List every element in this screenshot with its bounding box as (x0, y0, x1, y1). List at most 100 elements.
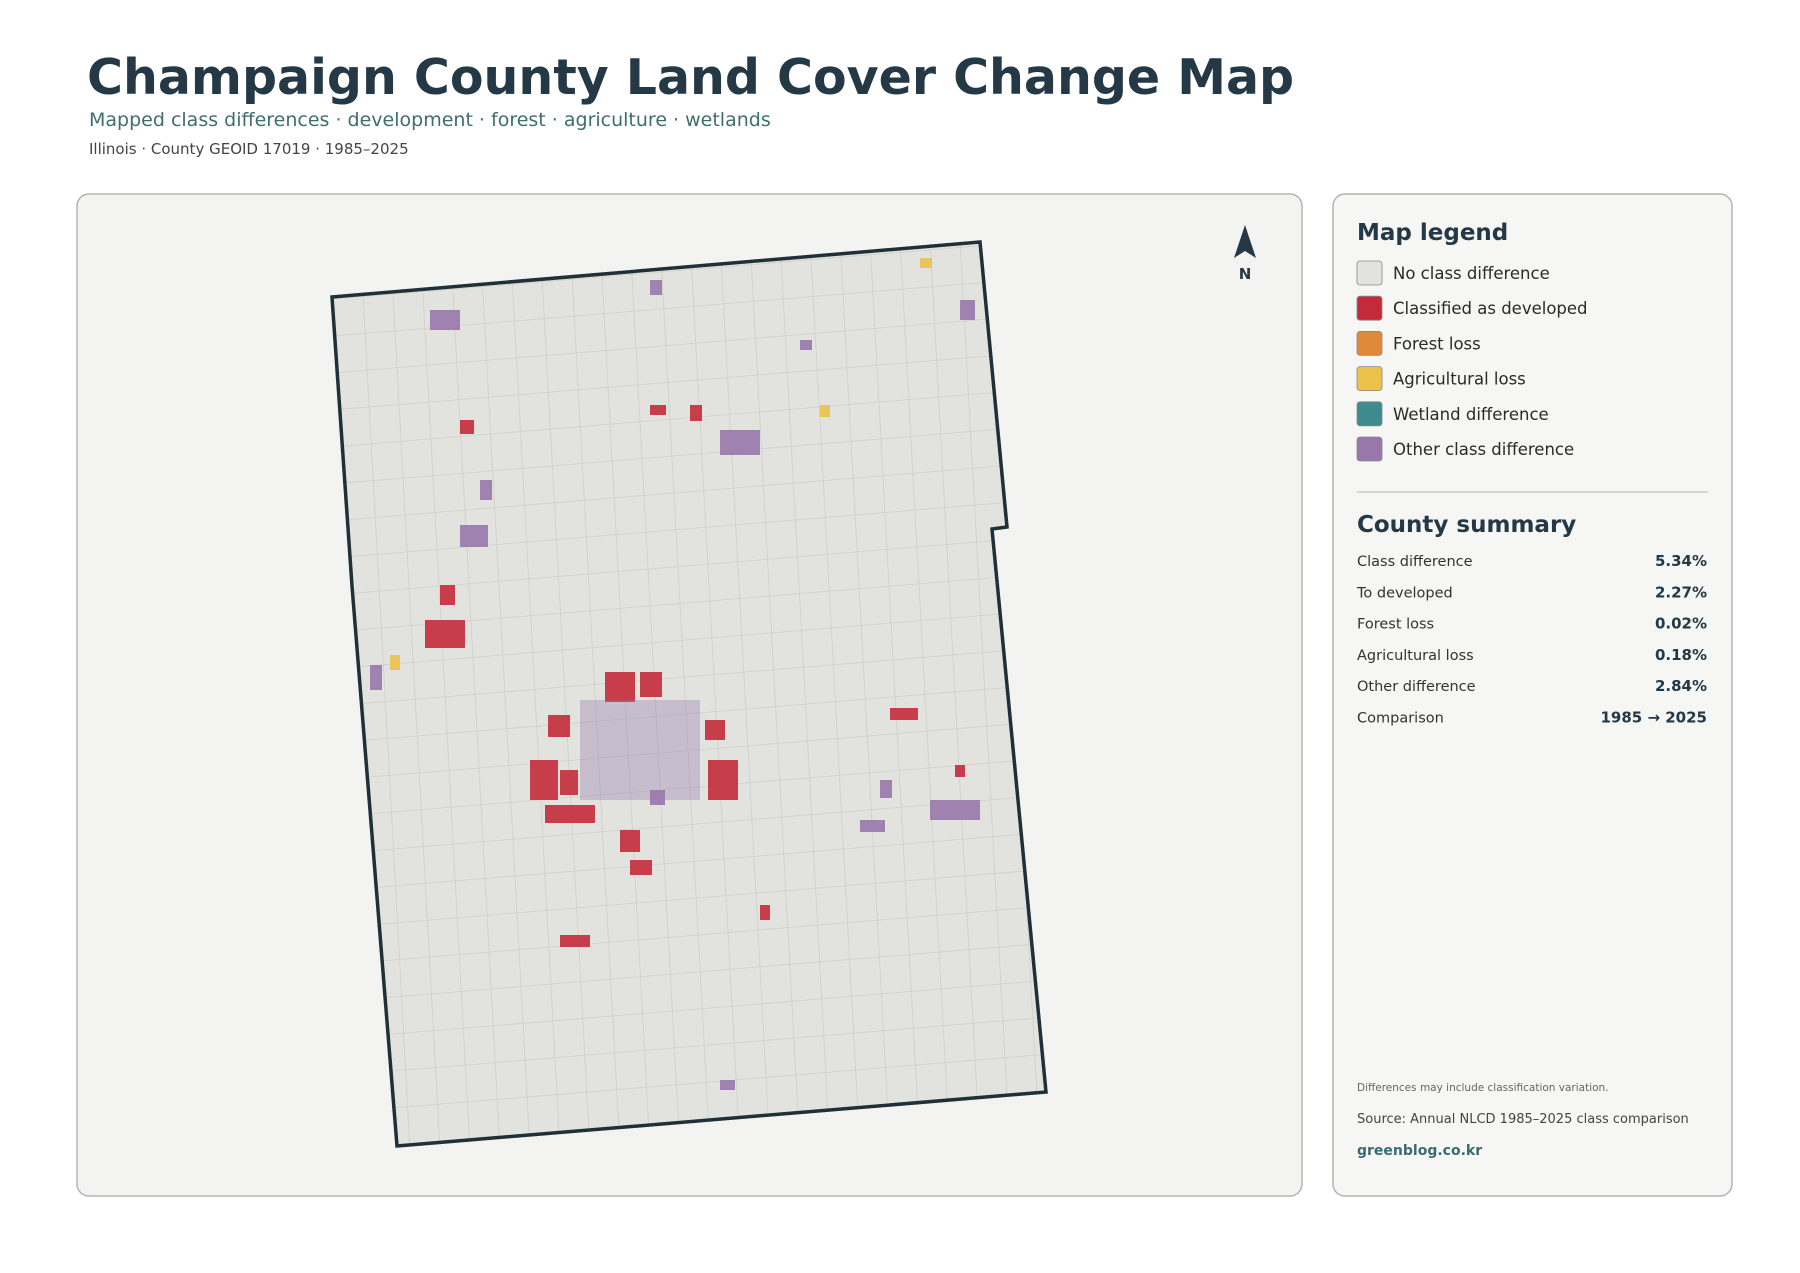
credit: greenblog.co.kr (1357, 1143, 1482, 1159)
summary: Class difference 5.34% To developed 2.27% Fo… (1356, 552, 1707, 727)
change-patch (480, 480, 492, 500)
change-patch (605, 672, 635, 702)
county-boundary (330, 240, 1048, 1148)
section-road (659, 242, 711, 1146)
change-patch (705, 720, 725, 740)
change-patch (955, 765, 965, 777)
change-patch (560, 770, 578, 795)
summary-value: 1985 → 2025 (1600, 709, 1707, 727)
change-patch (650, 790, 665, 805)
legend-swatch (1356, 401, 1383, 427)
change-patch (620, 830, 640, 852)
section-road (839, 242, 891, 1146)
change-patch (720, 1080, 735, 1090)
section-road (809, 242, 861, 1146)
meta: Illinois · County GEOID 17019 · 1985–202… (89, 140, 409, 158)
summary-label: Agricultural loss (1357, 648, 1474, 664)
summary-value: 5.34% (1655, 552, 1707, 570)
section-road (332, 242, 1046, 301)
section-road (332, 313, 1046, 375)
legend-swatch (1356, 330, 1383, 356)
change-patch (630, 860, 652, 875)
change-patch (548, 715, 570, 737)
legend-title: Map legend (1357, 220, 1508, 246)
change-patch (460, 525, 488, 547)
section-road (779, 242, 831, 1146)
section-road (332, 942, 1046, 1004)
section-road (929, 242, 981, 1146)
section-road (332, 683, 1046, 745)
summary-label: Forest loss (1357, 617, 1434, 633)
summary-label: Class difference (1357, 554, 1473, 570)
section-road (389, 242, 441, 1146)
change-patch (800, 340, 812, 350)
change-patch (890, 708, 918, 720)
legend-label: Classified as developed (1393, 299, 1588, 318)
change-patch (640, 672, 662, 697)
change-patch (960, 300, 975, 320)
summary-label: Comparison (1357, 711, 1444, 727)
section-road (332, 1016, 1046, 1078)
footnote: Differences may include classification v… (1357, 1082, 1609, 1094)
legend-swatch (1356, 366, 1383, 392)
north-label: N (1239, 265, 1252, 283)
summary-label: Other difference (1357, 679, 1476, 695)
change-patch (650, 405, 666, 415)
summary-value: 2.27% (1655, 583, 1707, 601)
change-patch (820, 405, 830, 417)
change-patch (720, 430, 760, 455)
section-road (509, 242, 561, 1146)
subtitle: Mapped class differences · development ·… (89, 109, 771, 131)
legend-label: Forest loss (1393, 334, 1481, 353)
section-road (449, 242, 501, 1146)
section-road (539, 242, 591, 1146)
summary-value: 0.02% (1655, 615, 1707, 633)
change-patch (560, 935, 590, 947)
legend-swatch (1356, 436, 1383, 462)
title: Champaign County Land Cover Change Map (87, 49, 1294, 106)
summary-title: County summary (1357, 512, 1576, 538)
change-patch (650, 280, 662, 295)
section-road (332, 868, 1046, 930)
change-patch (390, 655, 400, 670)
section-road (689, 242, 741, 1146)
change-patch (708, 760, 738, 800)
section-road (332, 424, 1046, 486)
legend: No class difference Classified as develop… (1356, 260, 1588, 462)
legend-label: Agricultural loss (1393, 370, 1526, 389)
change-patch (530, 760, 558, 800)
source: Source: Annual NLCD 1985–2025 class comp… (1357, 1112, 1689, 1127)
section-road (332, 979, 1046, 1041)
summary-value: 2.84% (1655, 677, 1707, 695)
change-patch (440, 585, 455, 605)
section-road (569, 242, 621, 1146)
legend-label: No class difference (1393, 264, 1550, 283)
section-road (869, 242, 921, 1146)
legend-label: Wetland difference (1393, 405, 1549, 424)
change-patch (460, 420, 474, 434)
section-road (332, 461, 1046, 523)
section-road (359, 242, 411, 1146)
change-patch (860, 820, 885, 832)
legend-swatch (1356, 260, 1383, 286)
section-road (749, 242, 801, 1146)
change-patch (930, 800, 980, 820)
section-road (332, 609, 1046, 671)
legend-label: Other class difference (1393, 440, 1574, 459)
summary-label: To developed (1356, 585, 1453, 601)
section-road (332, 350, 1046, 412)
legend-swatch (1356, 295, 1383, 321)
section-road (332, 905, 1046, 967)
section-road (959, 242, 1011, 1146)
change-patch (880, 780, 892, 798)
section-road (332, 757, 1046, 819)
section-road (332, 646, 1046, 708)
legend-panel (1332, 193, 1733, 1197)
change-patch (690, 405, 702, 421)
change-patch (370, 665, 382, 690)
section-road (332, 1053, 1046, 1115)
change-patch (920, 258, 932, 268)
change-patch (430, 310, 460, 330)
county-raster (332, 242, 1046, 1146)
